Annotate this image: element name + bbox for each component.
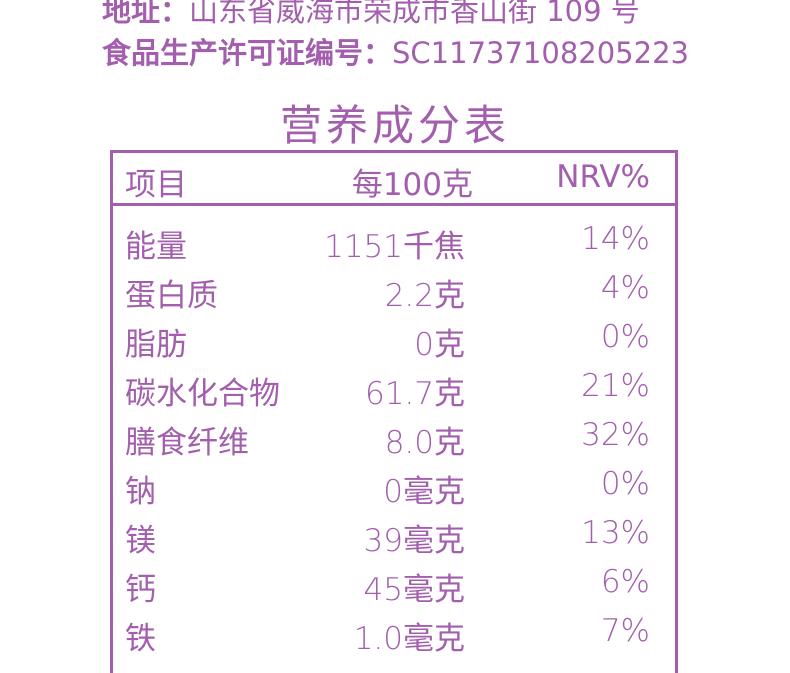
nutrition-title: 营养成分表 [279, 101, 510, 150]
table-row: 镁 39毫克 13% [113, 509, 675, 559]
table-row: 膳食纤维 8.0克 32% [113, 411, 675, 461]
header-item: 项目 [125, 167, 187, 203]
nutrient-name: 钠 [125, 474, 156, 510]
nutrient-amount: 45毫克 [363, 572, 465, 608]
address-value: 山东省威海市荣成市香山街 109 号 [189, 0, 640, 28]
nutrient-name: 蛋白质 [125, 278, 218, 314]
nutrient-amount: 2.2克 [384, 278, 465, 314]
nutrient-name: 钙 [125, 572, 156, 608]
header-per100g: 每100克 [351, 167, 473, 203]
nutrient-amount: 8.0克 [384, 425, 465, 461]
nutrient-nrv: 7% [600, 613, 650, 649]
nutrient-name: 脂肪 [125, 327, 187, 363]
nutrient-nrv: 4% [600, 270, 650, 306]
table-row: 铁 1.0毫克 7% [113, 607, 675, 657]
nutrient-nrv: 6% [600, 564, 650, 600]
nutrient-name: 铁 [125, 621, 156, 657]
nutrient-nrv: 32% [581, 417, 650, 453]
nutrient-nrv: 21% [581, 368, 650, 404]
address-line: 地址：山东省威海市荣成市香山街 109 号 [102, 0, 640, 30]
nutrient-name: 碳水化合物 [125, 376, 280, 412]
nutrient-nrv: 0% [600, 319, 650, 355]
table-header: 项目 每100克 NRV% [113, 153, 675, 206]
header-nrv: NRV% [556, 159, 650, 195]
license-value: SC11737108205223 [392, 36, 689, 70]
nutrient-nrv: 0% [600, 466, 650, 502]
nutrient-nrv: 13% [581, 515, 650, 551]
table-row: 蛋白质 2.2克 4% [113, 264, 675, 314]
nutrition-table: 项目 每100克 NRV% 能量 1151千焦 14% 蛋白质 2.2克 4% 脂肪 0克 0%… [110, 150, 678, 673]
license-line: 食品生产许可证编号：SC11737108205223 [102, 30, 689, 72]
nutrient-name: 膳食纤维 [125, 425, 249, 461]
nutrient-amount: 0毫克 [383, 474, 465, 510]
nutrient-nrv: 14% [581, 221, 650, 257]
nutrient-amount: 39毫克 [363, 523, 465, 559]
license-label: 食品生产许可证编号： [102, 36, 393, 70]
table-row: 碳水化合物 61.7克 21% [113, 362, 675, 412]
nutrient-name: 能量 [125, 229, 187, 265]
nutrient-name: 镁 [125, 523, 156, 559]
address-label: 地址： [102, 0, 190, 28]
nutrient-amount: 0克 [414, 327, 465, 363]
table-row: 钙 45毫克 6% [113, 558, 675, 608]
nutrient-amount: 1.0毫克 [353, 621, 465, 657]
table-row: 脂肪 0克 0% [113, 313, 675, 363]
table-row: 钠 0毫克 0% [113, 460, 675, 510]
nutrient-amount: 61.7克 [364, 376, 465, 412]
table-row: 能量 1151千焦 14% [113, 215, 675, 265]
nutrient-amount: 1151千焦 [324, 229, 465, 265]
